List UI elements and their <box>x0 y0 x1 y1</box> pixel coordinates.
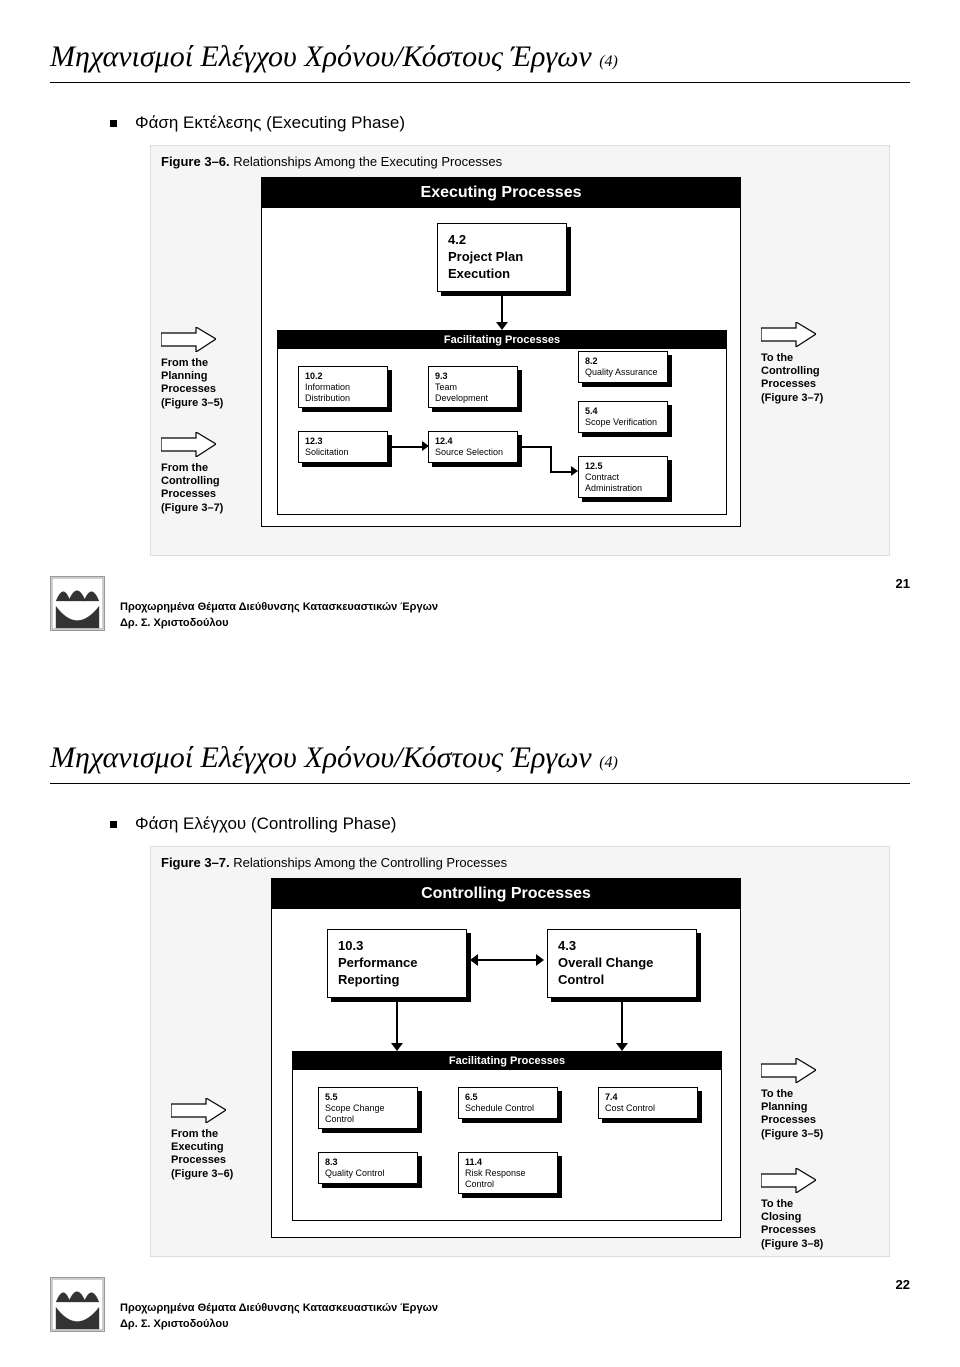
box-solicitation: 12.3Solicitation <box>298 431 388 463</box>
controlling-diagram: From theExecutingProcesses(Figure 3–6) T… <box>161 878 879 1248</box>
controlling-outer-box: Controlling Processes 10.3 Performance R… <box>271 878 741 1238</box>
slide-footer: Προχωρημένα Θέματα Διεύθυνσης Κατασκευασ… <box>50 1277 910 1332</box>
footer-line1: Προχωρημένα Θέματα Διεύθυνσης Κατασκευασ… <box>120 601 438 613</box>
bullet-text: Φάση Ελέγχου (Controlling Phase) <box>135 814 396 834</box>
facilitating-header: Facilitating Processes <box>278 331 726 349</box>
box-project-plan: 4.2 Project Plan Execution <box>437 223 567 292</box>
box-scope-verification: 5.4Scope Verification <box>578 401 668 433</box>
slide-21: Μηχανισμοί Ελέγχου Χρόνου/Κόστους Έργων … <box>0 0 960 661</box>
label-from-planning: From thePlanningProcesses(Figure 3–5) <box>161 357 236 410</box>
connector-line <box>520 446 550 448</box>
executing-header: Executing Processes <box>262 178 740 208</box>
figure-3-6: Figure 3–6. Relationships Among the Exec… <box>150 145 890 556</box>
arrow-right-icon <box>761 322 816 347</box>
logo-icon <box>50 576 105 631</box>
fig-caption-rest: Relationships Among the Executing Proces… <box>230 154 502 169</box>
arrow-right-icon <box>761 1168 816 1193</box>
executing-outer-box: Executing Processes 4.2 Project Plan Exe… <box>261 177 741 527</box>
facilitating-header: Facilitating Processes <box>293 1052 721 1070</box>
title-sub: (4) <box>599 53 618 70</box>
label-to-closing: To theClosingProcesses(Figure 3–8) <box>761 1198 841 1251</box>
figure-caption: Figure 3–6. Relationships Among the Exec… <box>161 154 879 169</box>
arrowhead-down-icon <box>616 1043 628 1051</box>
title-main: Μηχανισμοί Ελέγχου Χρόνου/Κόστους Έργων <box>50 741 599 774</box>
label-from-controlling: From theControllingProcesses(Figure 3–7) <box>161 462 241 515</box>
bullet-controlling: Φάση Ελέγχου (Controlling Phase) <box>110 814 910 834</box>
box-performance-reporting: 10.3 Performance Reporting <box>327 929 467 998</box>
fig-caption-rest: Relationships Among the Controlling Proc… <box>230 855 507 870</box>
fig-caption-bold: Figure 3–6. <box>161 154 230 169</box>
box-quality-control: 8.3Quality Control <box>318 1152 418 1184</box>
box-info-distribution: 10.2Information Distribution <box>298 366 388 408</box>
title-sub: (4) <box>599 754 618 771</box>
label-to-planning: To thePlanningProcesses(Figure 3–5) <box>761 1088 841 1141</box>
arrowhead-down-icon <box>391 1043 403 1051</box>
arrowhead-left-icon <box>470 954 478 966</box>
footer-line2: Δρ. Σ. Χριστοδούλου <box>120 1318 228 1330</box>
connector-line <box>396 997 398 1049</box>
fig-caption-bold: Figure 3–7. <box>161 855 230 870</box>
page-number: 22 <box>896 1277 910 1292</box>
arrowhead-right-icon <box>571 466 578 476</box>
bullet-text: Φάση Εκτέλεσης (Executing Phase) <box>135 113 405 133</box>
label-to-controlling: To theControllingProcesses(Figure 3–7) <box>761 352 841 405</box>
bullet-square-icon <box>110 821 117 828</box>
footer-line1: Προχωρημένα Θέματα Διεύθυνσης Κατασκευασ… <box>120 1302 438 1314</box>
connector-line <box>550 446 552 471</box>
footer-text: Προχωρημένα Θέματα Διεύθυνσης Κατασκευασ… <box>120 600 438 631</box>
box-schedule-control: 6.5Schedule Control <box>458 1087 558 1119</box>
box-risk-response-control: 11.4Risk Response Control <box>458 1152 558 1194</box>
arrow-right-icon <box>161 432 216 457</box>
arrow-right-icon <box>761 1058 816 1083</box>
arrowhead-down-icon <box>496 322 508 330</box>
box-cost-control: 7.4Cost Control <box>598 1087 698 1119</box>
slide-title: Μηχανισμοί Ελέγχου Χρόνου/Κόστους Έργων … <box>50 741 910 784</box>
box-scope-change-control: 5.5Scope Change Control <box>318 1087 418 1129</box>
facilitating-frame: Facilitating Processes 10.2Information D… <box>277 330 727 515</box>
arrow-right-icon <box>161 327 216 352</box>
controlling-header: Controlling Processes <box>272 879 740 909</box>
connector-line <box>474 959 540 961</box>
title-main: Μηχανισμοί Ελέγχου Χρόνου/Κόστους Έργων <box>50 40 599 73</box>
executing-diagram: From thePlanningProcesses(Figure 3–5) Fr… <box>161 177 879 547</box>
box-num: 4.2 <box>448 232 466 247</box>
arrowhead-right-icon <box>536 954 544 966</box>
bullet-square-icon <box>110 120 117 127</box>
box-team-development: 9.3Team Development <box>428 366 518 408</box>
box-source-selection: 12.4Source Selection <box>428 431 518 463</box>
logo-icon <box>50 1277 105 1332</box>
figure-3-7: Figure 3–7. Relationships Among the Cont… <box>150 846 890 1257</box>
label-from-executing: From theExecutingProcesses(Figure 3–6) <box>171 1128 251 1181</box>
box-contract-admin: 12.5Contract Administration <box>578 456 668 498</box>
slide-22: Μηχανισμοί Ελέγχου Χρόνου/Κόστους Έργων … <box>0 661 960 1362</box>
arrow-right-icon <box>171 1098 226 1123</box>
footer-text: Προχωρημένα Θέματα Διεύθυνσης Κατασκευασ… <box>120 1301 438 1332</box>
box-label: Project Plan Execution <box>448 249 523 281</box>
slide-title: Μηχανισμοί Ελέγχου Χρόνου/Κόστους Έργων … <box>50 40 910 83</box>
bullet-executing: Φάση Εκτέλεσης (Executing Phase) <box>110 113 910 133</box>
box-quality-assurance: 8.2Quality Assurance <box>578 351 668 383</box>
facilitating-frame: Facilitating Processes 5.5Scope Change C… <box>292 1051 722 1221</box>
footer-line2: Δρ. Σ. Χριστοδούλου <box>120 617 228 629</box>
connector-line <box>621 997 623 1049</box>
page-number: 21 <box>896 576 910 591</box>
figure-caption: Figure 3–7. Relationships Among the Cont… <box>161 855 879 870</box>
connector-line <box>390 446 426 448</box>
slide-footer: Προχωρημένα Θέματα Διεύθυνσης Κατασκευασ… <box>50 576 910 631</box>
box-overall-change-control: 4.3 Overall Change Control <box>547 929 697 998</box>
